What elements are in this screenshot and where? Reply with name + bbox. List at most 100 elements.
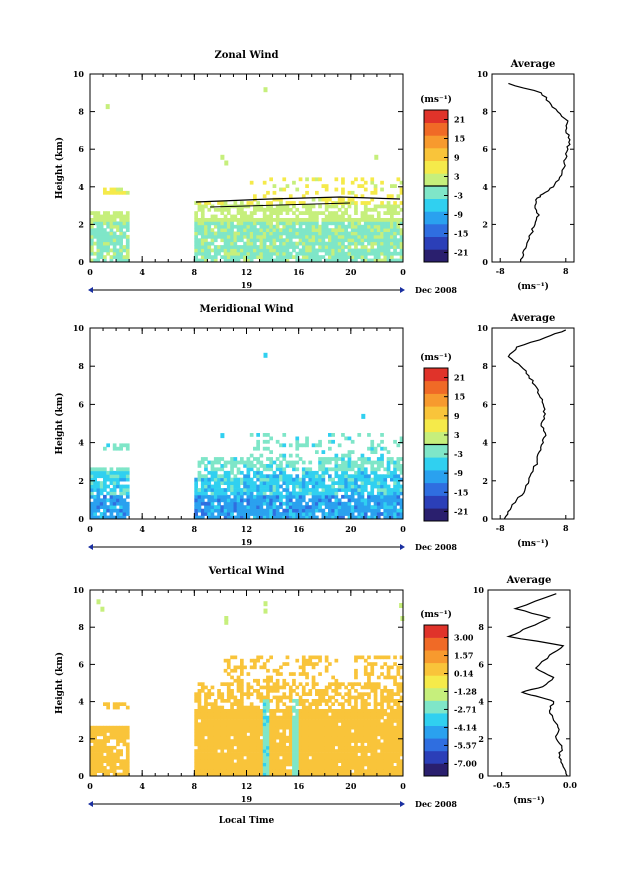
heatmap-cell bbox=[328, 214, 332, 219]
heatmap-cell bbox=[266, 224, 270, 229]
colorbar-tick-label: 0.14 bbox=[454, 669, 474, 679]
heatmap-cell bbox=[253, 498, 257, 503]
heatmap-cell bbox=[220, 742, 225, 747]
heatmap-cell bbox=[305, 515, 309, 520]
heatmap-cell bbox=[204, 699, 208, 703]
heatmap-cell bbox=[305, 488, 309, 492]
heatmap-cell bbox=[301, 735, 306, 740]
heatmap-cell bbox=[272, 224, 277, 229]
heatmap-cell bbox=[363, 251, 368, 256]
heatmap-cell bbox=[275, 498, 280, 503]
heatmap-cell bbox=[318, 457, 322, 461]
heatmap-cell bbox=[112, 705, 117, 710]
heatmap-cell bbox=[350, 709, 355, 713]
heatmap-cell bbox=[226, 662, 231, 666]
colorbar: (ms⁻¹)3.001.570.14-1.28-2.71-4.14-5.57-7… bbox=[420, 609, 477, 777]
heatmap-cell bbox=[266, 467, 270, 472]
heatmap-cell bbox=[197, 722, 202, 727]
heatmap-cell bbox=[279, 245, 283, 249]
heatmap-cell bbox=[350, 221, 355, 226]
heatmap-cell bbox=[194, 211, 198, 215]
heatmap-cell bbox=[217, 695, 221, 700]
heatmap-cell bbox=[122, 467, 127, 472]
heatmap-cell bbox=[315, 709, 319, 713]
heatmap-cell bbox=[210, 762, 215, 767]
heatmap-cell bbox=[256, 228, 260, 232]
heatmap-cell bbox=[99, 488, 104, 492]
heatmap-cell bbox=[197, 245, 202, 249]
heatmap-cell bbox=[220, 228, 225, 232]
heatmap-cell bbox=[298, 672, 303, 676]
heatmap-cell bbox=[236, 762, 241, 767]
heatmap-cell bbox=[383, 512, 388, 516]
heatmap-cell bbox=[337, 702, 342, 706]
colorbar-segment bbox=[424, 198, 448, 212]
heatmap-cell bbox=[334, 508, 339, 513]
heatmap-cell bbox=[324, 241, 329, 246]
heatmap-cell bbox=[347, 766, 352, 770]
heatmap-cell bbox=[311, 709, 316, 713]
heatmap-cell bbox=[262, 238, 267, 243]
heatmap-cell bbox=[399, 464, 404, 468]
heatmap-cell bbox=[370, 752, 375, 757]
heatmap-cell bbox=[125, 234, 130, 239]
heatmap-cell bbox=[213, 742, 218, 747]
y-axis-title: Height (km) bbox=[54, 137, 65, 199]
heatmap-cell bbox=[301, 705, 306, 710]
heatmap-cell bbox=[282, 470, 287, 475]
heatmap-cell bbox=[390, 512, 394, 516]
heatmap-cell bbox=[399, 439, 404, 444]
heatmap-cell bbox=[376, 512, 381, 516]
heatmap-cell bbox=[399, 739, 404, 743]
heatmap-cell bbox=[246, 224, 251, 229]
heatmap-cell bbox=[350, 474, 355, 479]
heatmap-cell bbox=[200, 241, 205, 246]
heatmap-cell bbox=[93, 481, 97, 485]
heatmap-cell bbox=[99, 752, 104, 757]
heatmap-cell bbox=[315, 474, 319, 479]
heatmap-cell bbox=[285, 705, 290, 710]
heatmap-cell bbox=[275, 238, 280, 243]
heatmap-cell bbox=[305, 759, 309, 763]
heatmap-cell bbox=[207, 735, 212, 740]
heatmap-cell bbox=[288, 732, 293, 737]
heatmap-cell bbox=[230, 481, 234, 485]
heatmap-cell bbox=[328, 501, 332, 506]
heatmap-cell bbox=[399, 515, 404, 520]
heatmap-cell bbox=[246, 201, 251, 205]
heatmap-cell bbox=[90, 470, 94, 475]
heatmap-cell bbox=[197, 201, 202, 205]
heatmap-cell bbox=[282, 488, 287, 492]
heatmap-cell bbox=[217, 512, 221, 516]
heatmap-cell bbox=[240, 729, 244, 733]
heatmap-cell bbox=[363, 474, 368, 479]
heatmap-cell bbox=[308, 505, 313, 509]
heatmap-cell bbox=[380, 221, 384, 226]
heatmap-cell bbox=[328, 508, 332, 513]
heatmap-cell bbox=[243, 719, 247, 723]
heatmap-cell bbox=[279, 187, 283, 192]
heatmap-cell bbox=[383, 732, 388, 737]
heatmap-cell bbox=[363, 665, 368, 670]
heatmap-cell bbox=[207, 515, 212, 520]
x-tick-label: 8 bbox=[192, 524, 198, 534]
heatmap-cell bbox=[253, 221, 257, 226]
heatmap-cell bbox=[106, 248, 110, 253]
heatmap-cell bbox=[256, 729, 260, 733]
heatmap-cell bbox=[122, 505, 127, 509]
average-y-tick-label: 2 bbox=[478, 734, 484, 744]
heatmap-cell bbox=[119, 211, 123, 215]
heatmap-cell bbox=[341, 515, 345, 520]
heatmap-cell bbox=[259, 709, 264, 713]
heatmap-cell bbox=[328, 248, 332, 253]
heatmap-cell bbox=[122, 214, 127, 219]
heatmap-cell bbox=[262, 464, 267, 468]
heatmap-cell bbox=[347, 218, 352, 222]
heatmap-cell bbox=[311, 772, 316, 777]
heatmap-cell bbox=[315, 729, 319, 733]
heatmap-cell bbox=[393, 245, 397, 249]
heatmap-cell bbox=[207, 477, 212, 482]
heatmap-cell bbox=[262, 474, 267, 479]
heatmap-cell bbox=[298, 501, 303, 506]
